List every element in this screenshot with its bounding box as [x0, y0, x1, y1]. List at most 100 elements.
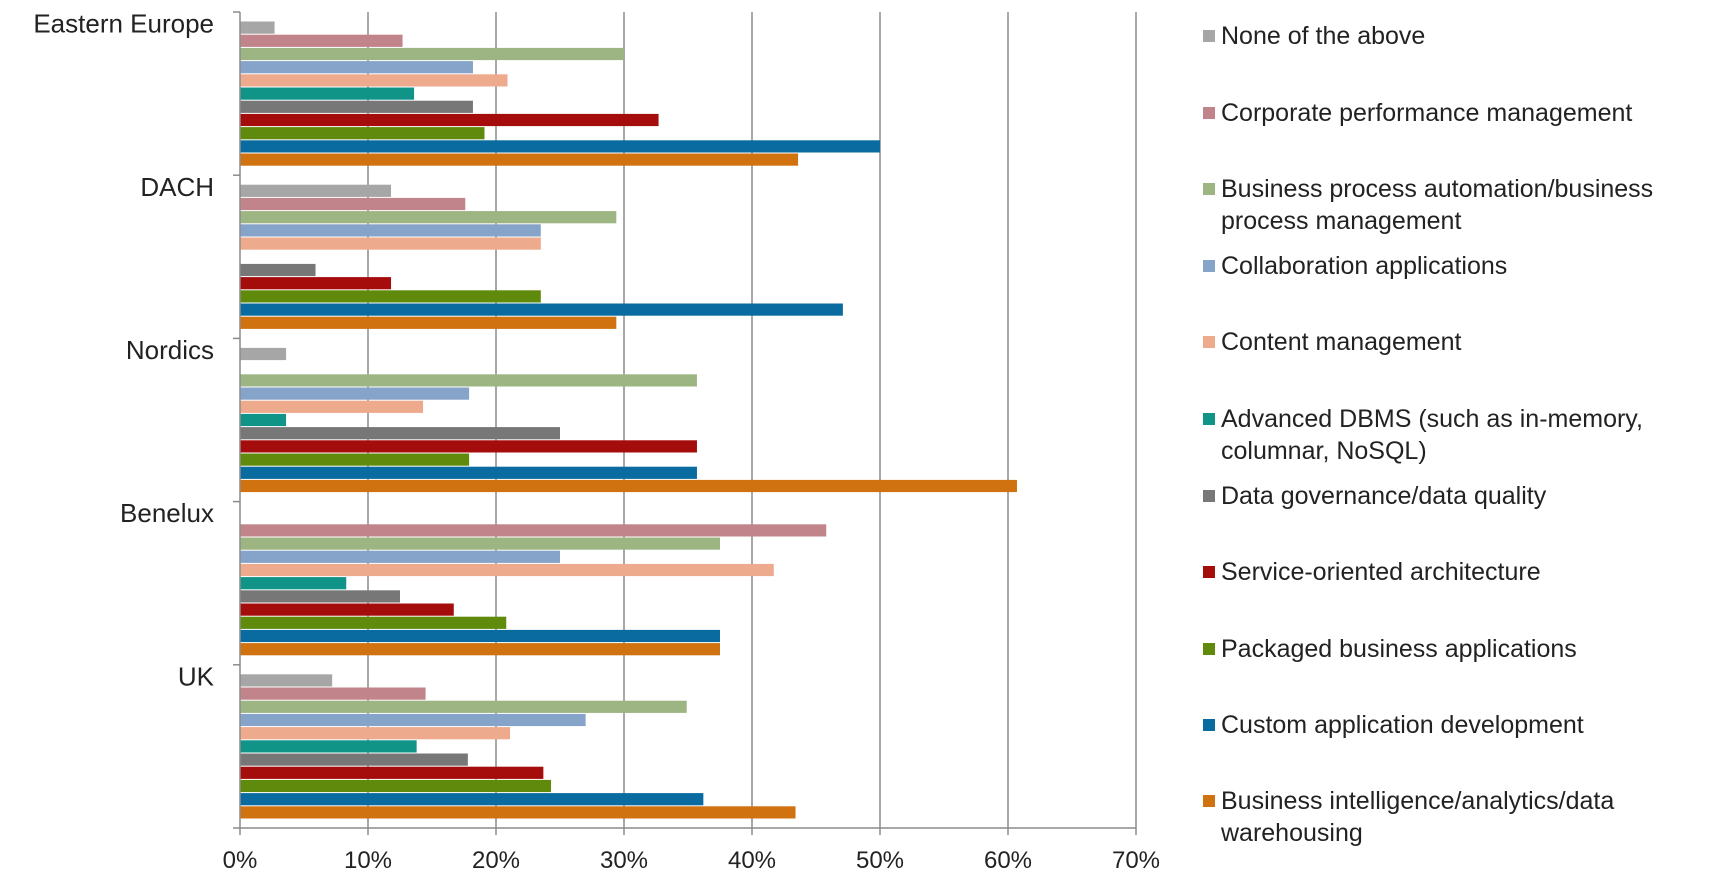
legend-swatch: [1203, 336, 1215, 348]
bar-eastern-europe-service-oriented-architecture: [240, 113, 659, 127]
x-tick-label: 60%: [984, 847, 1032, 874]
legend-label: Packaged business applications: [1221, 635, 1577, 663]
legend-item: Content management: [1203, 326, 1708, 358]
bar-nordics-business-process-automation-business-process-management: [240, 374, 697, 387]
legend-item: Corporate performance management: [1203, 97, 1708, 129]
legend-swatch: [1203, 566, 1215, 578]
bar-eastern-europe-custom-application-development: [240, 140, 880, 153]
legend-label: Corporate performance management: [1221, 99, 1633, 127]
bar-eastern-europe-collaboration-applications: [240, 61, 473, 74]
bar-nordics-advanced-dbms-such-as-in-memory-columnar-nosql: [240, 413, 287, 427]
legend-swatch: [1203, 183, 1215, 195]
x-tick-label: 0%: [223, 847, 258, 874]
x-tick-label: 70%: [1112, 847, 1160, 874]
legend-swatch: [1203, 107, 1215, 119]
legend-label: Service-oriented architecture: [1221, 558, 1541, 586]
x-tick-label: 20%: [472, 847, 520, 874]
bar-uk-advanced-dbms-such-as-in-memory-columnar-nosql: [240, 740, 417, 753]
legend-label: Content management: [1221, 328, 1462, 356]
bar-benelux-packaged-business-applications: [240, 616, 507, 629]
bar-eastern-europe-business-intelligence-analytics-data-warehousing: [240, 153, 799, 166]
x-tick-label: 40%: [728, 847, 776, 874]
bar-nordics-collaboration-applications: [240, 387, 470, 400]
x-tick-label: 50%: [856, 847, 904, 874]
bar-benelux-collaboration-applications: [240, 550, 560, 563]
bar-dach-custom-application-development: [240, 303, 843, 316]
bar-eastern-europe-content-management: [240, 74, 508, 87]
bar-dach-corporate-performance-management: [240, 197, 466, 211]
bar-benelux-content-management: [240, 563, 774, 577]
category-label-dach: DACH: [140, 172, 214, 202]
bar-eastern-europe-none-of-the-above: [240, 21, 275, 34]
bar-nordics-service-oriented-architecture: [240, 440, 697, 453]
category-labels: Eastern Europe DACH Nordics Benelux UK: [33, 9, 214, 692]
bar-nordics-business-intelligence-analytics-data-warehousing: [240, 479, 1017, 493]
legend-label: Collaboration applications: [1221, 252, 1508, 280]
bar-dach-service-oriented-architecture: [240, 277, 392, 290]
legend-item: Collaboration applications: [1203, 250, 1708, 282]
bar-benelux-business-intelligence-analytics-data-warehousing: [240, 643, 720, 656]
bar-eastern-europe-business-process-automation-business-process-management: [240, 47, 624, 61]
bar-uk-business-intelligence-analytics-data-warehousing: [240, 806, 796, 819]
bar-nordics-packaged-business-applications: [240, 453, 470, 466]
bar-dach-collaboration-applications: [240, 224, 541, 237]
bar-uk-corporate-performance-management: [240, 687, 426, 700]
legend-item: Data governance/data quality: [1203, 480, 1708, 512]
legend-swatch: [1203, 30, 1215, 42]
category-label-nordics: Nordics: [126, 335, 214, 365]
legend-swatch: [1203, 719, 1215, 731]
bar-uk-business-process-automation-business-process-management: [240, 700, 687, 713]
legend-swatch: [1203, 490, 1215, 502]
legend-item: Packaged business applications: [1203, 633, 1708, 665]
legend-swatch: [1203, 643, 1215, 655]
bar-benelux-business-process-automation-business-process-management: [240, 537, 720, 550]
bar-dach-data-governance-data-quality: [240, 263, 316, 277]
bar-uk-content-management: [240, 727, 511, 740]
bar-eastern-europe-packaged-business-applications: [240, 127, 485, 140]
bar-uk-custom-application-development: [240, 793, 704, 806]
legend-item: Custom application development: [1203, 709, 1708, 741]
bar-uk-service-oriented-architecture: [240, 766, 544, 779]
legend-item: Service-oriented architecture: [1203, 556, 1708, 588]
bar-eastern-europe-advanced-dbms-such-as-in-memory-columnar-nosql: [240, 87, 415, 100]
axes: [233, 11, 1137, 835]
bars: [240, 21, 1017, 819]
legend-label: Data governance/data quality: [1221, 482, 1547, 510]
category-label-benelux: Benelux: [120, 498, 214, 528]
legend-item: None of the above: [1203, 20, 1708, 52]
legend-item: Business intelligence/analytics/data war…: [1203, 785, 1708, 849]
legend-swatch: [1203, 413, 1215, 425]
legend-label: None of the above: [1221, 22, 1426, 50]
bar-uk-collaboration-applications: [240, 713, 586, 727]
bar-benelux-service-oriented-architecture: [240, 603, 454, 616]
bar-uk-data-governance-data-quality: [240, 753, 468, 766]
bar-nordics-none-of-the-above: [240, 347, 287, 361]
legend-label: Business intelligence/analytics/data war…: [1221, 787, 1615, 847]
legend-label: Advanced DBMS (such as in-memory, column…: [1221, 405, 1643, 465]
category-label-uk: UK: [178, 661, 215, 691]
legend-item: Advanced DBMS (such as in-memory, column…: [1203, 403, 1708, 467]
legend-swatch: [1203, 260, 1215, 272]
bar-nordics-content-management: [240, 400, 424, 413]
bar-eastern-europe-corporate-performance-management: [240, 34, 403, 47]
bar-nordics-custom-application-development: [240, 466, 697, 479]
legend: None of the above Corporate performance m…: [1203, 0, 1713, 874]
bar-dach-business-intelligence-analytics-data-warehousing: [240, 316, 617, 329]
x-tick-label: 10%: [344, 847, 392, 874]
bar-benelux-custom-application-development: [240, 629, 720, 643]
bar-dach-packaged-business-applications: [240, 290, 541, 303]
x-tick-label: 30%: [600, 847, 648, 874]
legend-label: Business process automation/business pro…: [1221, 175, 1654, 235]
bar-benelux-corporate-performance-management: [240, 524, 827, 537]
x-axis-tick-labels: 0% 10% 20% 30% 40% 50% 60% 70%: [223, 847, 1160, 874]
category-label-eastern-europe: Eastern Europe: [33, 9, 214, 39]
bar-eastern-europe-data-governance-data-quality: [240, 100, 473, 113]
bar-nordics-data-governance-data-quality: [240, 427, 560, 440]
bar-benelux-advanced-dbms-such-as-in-memory-columnar-nosql: [240, 577, 347, 590]
bar-benelux-data-governance-data-quality: [240, 590, 400, 603]
bar-uk-none-of-the-above: [240, 674, 333, 687]
legend-item: Business process automation/business pro…: [1203, 173, 1708, 237]
legend-label: Custom application development: [1221, 711, 1584, 739]
bar-uk-packaged-business-applications: [240, 779, 552, 793]
